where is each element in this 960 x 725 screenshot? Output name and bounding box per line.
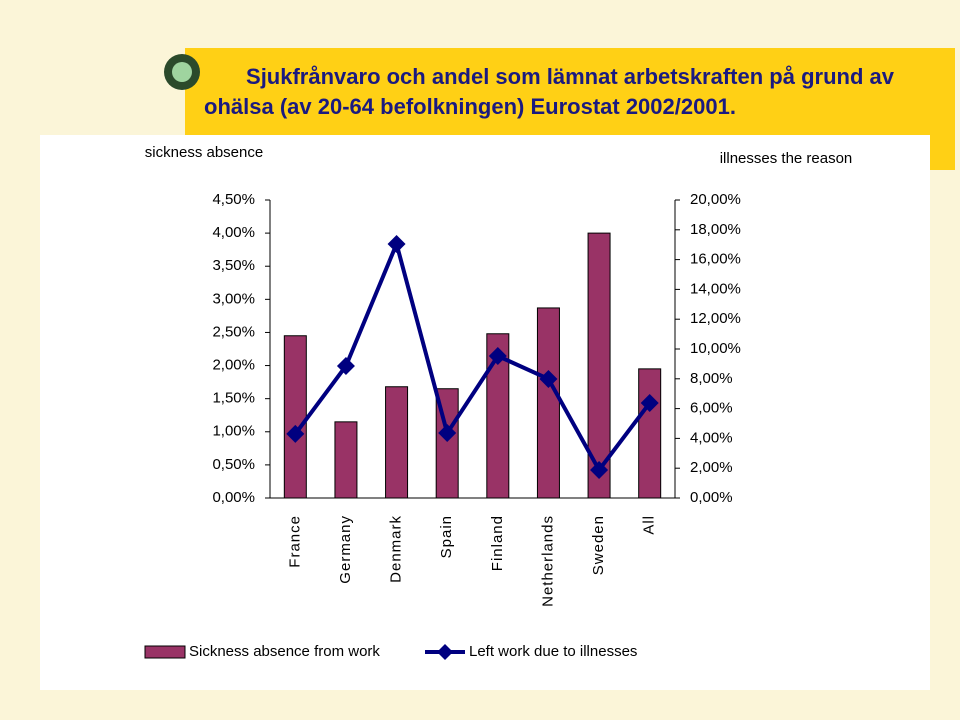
title-line: ohälsa (av 20-64 befolkningen) Eurostat … — [204, 94, 736, 119]
bar — [536, 307, 560, 499]
y2-tick-label: 10,00% — [690, 340, 741, 357]
bar — [587, 232, 611, 499]
bar — [486, 333, 510, 499]
marker — [286, 424, 305, 443]
content-area — [40, 135, 930, 690]
y-tick-label: 4,50% — [212, 191, 255, 208]
x-tick-label: Germany — [337, 515, 354, 584]
marker — [590, 460, 609, 479]
x-tick-label: Finland — [489, 515, 506, 571]
x-tick-label: Spain — [438, 515, 455, 558]
y2-axis-label: illnesses the reason — [720, 150, 853, 167]
y2-tick-label: 2,00% — [690, 459, 733, 476]
y-tick-label: 0,00% — [212, 489, 255, 506]
y2-tick-label: 12,00% — [690, 310, 741, 327]
logo-inner — [172, 62, 192, 82]
y-tick-label: 3,00% — [212, 290, 255, 307]
y2-tick-label: 6,00% — [690, 400, 733, 417]
y-tick-label: 2,50% — [212, 323, 255, 340]
y-tick-label: 3,50% — [212, 257, 255, 274]
bar — [638, 368, 662, 499]
legend-marker — [437, 644, 453, 660]
marker — [539, 369, 558, 388]
line — [293, 237, 652, 474]
y-tick-label: 1,50% — [212, 390, 255, 407]
y-tick-label: 1,00% — [212, 423, 255, 440]
marker — [438, 424, 457, 443]
bar — [283, 335, 307, 499]
x-tick-label: All — [641, 515, 658, 535]
y2-tick-label: 0,00% — [690, 489, 733, 506]
y-tick-label: 4,00% — [212, 224, 255, 241]
x-tick-label: Denmark — [388, 515, 405, 583]
x-tick-label: Netherlands — [539, 515, 556, 607]
marker — [387, 234, 406, 253]
y-tick-label: 0,50% — [212, 456, 255, 473]
title-line: Sjukfrånvaro och andel som lämnat arbets… — [246, 64, 895, 89]
legend-label: Left work due to illnesses — [469, 643, 637, 660]
marker — [488, 347, 507, 366]
legend-swatch — [144, 645, 186, 659]
bar — [385, 386, 409, 499]
y2-tick-label: 18,00% — [690, 221, 741, 238]
legend-label: Sickness absence from work — [189, 643, 380, 660]
marker — [640, 393, 659, 412]
y2-tick-label: 8,00% — [690, 370, 733, 387]
y2-tick-label: 14,00% — [690, 280, 741, 297]
y-tick-label: 2,00% — [212, 357, 255, 374]
marker — [336, 356, 355, 375]
y2-tick-label: 20,00% — [690, 191, 741, 208]
x-tick-label: Sweden — [590, 515, 607, 575]
y2-tick-label: 16,00% — [690, 251, 741, 268]
x-tick-label: France — [286, 515, 303, 568]
y-axis-label: sickness absence — [145, 144, 263, 161]
bar — [334, 421, 358, 499]
y2-tick-label: 4,00% — [690, 429, 733, 446]
